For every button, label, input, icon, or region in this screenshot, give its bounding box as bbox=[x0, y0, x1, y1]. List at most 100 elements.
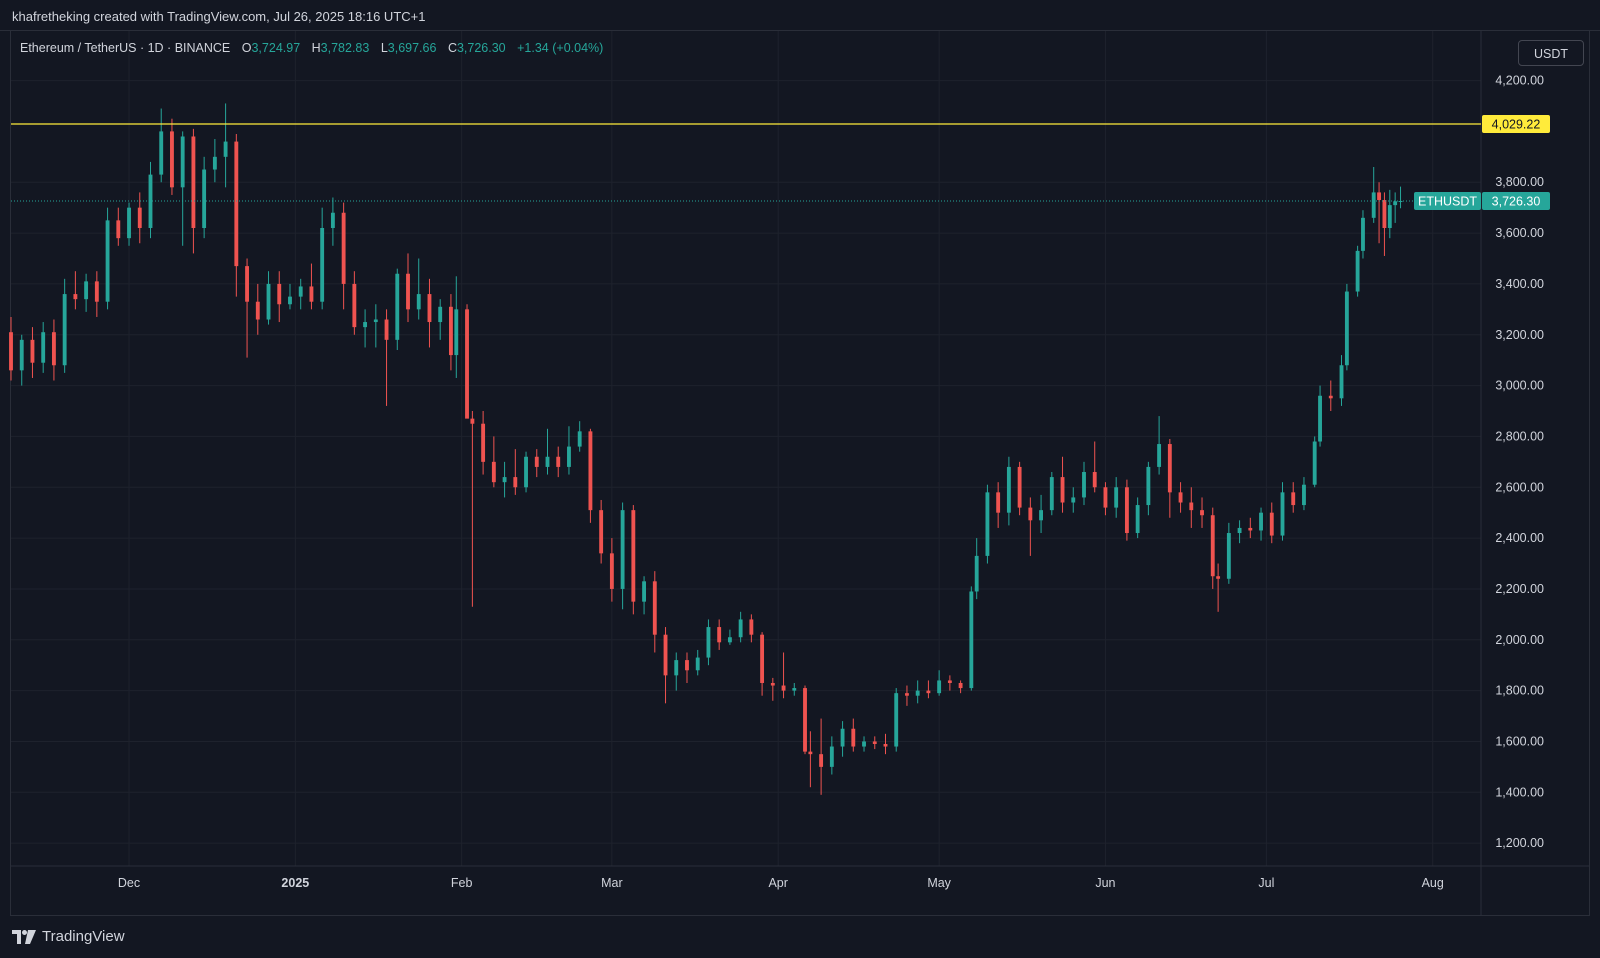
candle-body[interactable] bbox=[454, 309, 459, 356]
candle-body[interactable] bbox=[491, 461, 496, 483]
candle-body[interactable] bbox=[1082, 472, 1086, 498]
candle-body[interactable] bbox=[1114, 487, 1119, 508]
candle-body[interactable] bbox=[642, 581, 646, 602]
candle-body[interactable] bbox=[137, 207, 142, 228]
candle-body[interactable] bbox=[384, 319, 389, 340]
candle-body[interactable] bbox=[330, 212, 335, 228]
candle-body[interactable] bbox=[567, 446, 571, 467]
candle-body[interactable] bbox=[1124, 487, 1129, 534]
candle-body[interactable] bbox=[631, 510, 636, 602]
candle-body[interactable] bbox=[170, 131, 174, 188]
candle-body[interactable] bbox=[105, 220, 110, 302]
candle-body[interactable] bbox=[1248, 527, 1253, 531]
candle-body[interactable] bbox=[1312, 441, 1317, 485]
candle-body[interactable] bbox=[1355, 250, 1360, 292]
candle-body[interactable] bbox=[947, 680, 952, 683]
candle-body[interactable] bbox=[862, 741, 866, 747]
candle-body[interactable] bbox=[148, 174, 153, 228]
candle-body[interactable] bbox=[245, 266, 249, 302]
candle-body[interactable] bbox=[599, 510, 604, 554]
candle-body[interactable] bbox=[609, 553, 614, 589]
candle-body[interactable] bbox=[277, 283, 282, 305]
candle-body[interactable] bbox=[1146, 466, 1151, 506]
candle-body[interactable] bbox=[1344, 291, 1349, 366]
candle-body[interactable] bbox=[73, 294, 78, 300]
candle-body[interactable] bbox=[1071, 497, 1076, 503]
candle-body[interactable] bbox=[309, 286, 314, 302]
candle-body[interactable] bbox=[524, 456, 528, 488]
candle-body[interactable] bbox=[792, 688, 797, 691]
candle-body[interactable] bbox=[588, 431, 593, 511]
candle-body[interactable] bbox=[1167, 444, 1172, 493]
candle-body[interactable] bbox=[808, 751, 813, 755]
currency-button[interactable]: USDT bbox=[1518, 40, 1584, 66]
candle-body[interactable] bbox=[1280, 492, 1285, 536]
candle-body[interactable] bbox=[373, 319, 378, 323]
candle-body[interactable] bbox=[534, 456, 539, 467]
candle-body[interactable] bbox=[620, 510, 625, 589]
candle-body[interactable] bbox=[1200, 510, 1204, 516]
candle-body[interactable] bbox=[969, 591, 974, 689]
candle-body[interactable] bbox=[727, 637, 732, 643]
candle-body[interactable] bbox=[1189, 502, 1194, 511]
candle-body[interactable] bbox=[738, 619, 743, 638]
candle-body[interactable] bbox=[62, 294, 67, 366]
candle-body[interactable] bbox=[819, 754, 824, 767]
candle-body[interactable] bbox=[1382, 200, 1387, 228]
candle-body[interactable] bbox=[180, 136, 185, 188]
candle-body[interactable] bbox=[1237, 527, 1242, 534]
candle-body[interactable] bbox=[223, 141, 228, 157]
candle-body[interactable] bbox=[905, 693, 909, 696]
candle-body[interactable] bbox=[674, 660, 679, 676]
candle-body[interactable] bbox=[577, 431, 582, 447]
candle-body[interactable] bbox=[1135, 505, 1140, 534]
candle-body[interactable] bbox=[1361, 217, 1365, 251]
candle-body[interactable] bbox=[19, 339, 24, 371]
tradingview-logo[interactable]: TradingView bbox=[12, 928, 125, 945]
candle-body[interactable] bbox=[406, 273, 410, 310]
candle-body[interactable] bbox=[94, 281, 99, 302]
candle-body[interactable] bbox=[41, 332, 46, 363]
candle-body[interactable] bbox=[937, 680, 942, 694]
candle-body[interactable] bbox=[926, 690, 931, 694]
candle-body[interactable] bbox=[1049, 477, 1054, 511]
candle-body[interactable] bbox=[298, 286, 303, 297]
candle-body[interactable] bbox=[652, 581, 657, 635]
candle-body[interactable] bbox=[341, 212, 346, 284]
candle-body[interactable] bbox=[116, 220, 121, 239]
candle-body[interactable] bbox=[1028, 507, 1033, 521]
candle-body[interactable] bbox=[1339, 365, 1344, 399]
candle-body[interactable] bbox=[363, 322, 368, 328]
candle-body[interactable] bbox=[159, 131, 164, 175]
candle-body[interactable] bbox=[996, 492, 1001, 513]
candle-body[interactable] bbox=[416, 294, 421, 310]
candle-body[interactable] bbox=[427, 294, 432, 323]
candle-body[interactable] bbox=[556, 456, 561, 467]
candle-body[interactable] bbox=[894, 693, 899, 747]
candlestick-chart[interactable]: 1,200.00 1,400.00 1,600.00 1,800.00 2,000.00… bbox=[0, 0, 1600, 918]
candle-body[interactable] bbox=[1210, 515, 1215, 577]
candle-body[interactable] bbox=[974, 555, 979, 592]
candle-body[interactable] bbox=[1039, 510, 1044, 521]
candle-body[interactable] bbox=[1328, 395, 1333, 399]
candle-body[interactable] bbox=[266, 283, 271, 320]
candle-body[interactable] bbox=[352, 283, 357, 328]
candle-body[interactable] bbox=[9, 332, 13, 371]
candle-body[interactable] bbox=[1291, 492, 1296, 506]
candle-body[interactable] bbox=[985, 492, 990, 556]
candle-body[interactable] bbox=[1387, 205, 1392, 228]
candle-body[interactable] bbox=[448, 306, 453, 356]
candle-body[interactable] bbox=[770, 682, 775, 686]
candle-body[interactable] bbox=[255, 301, 260, 320]
candle-body[interactable] bbox=[212, 156, 217, 170]
candle-body[interactable] bbox=[545, 456, 550, 467]
candle-body[interactable] bbox=[1393, 201, 1398, 206]
candle-body[interactable] bbox=[760, 634, 765, 683]
candle-body[interactable] bbox=[781, 685, 786, 691]
candle-body[interactable] bbox=[717, 627, 722, 643]
candle-body[interactable] bbox=[30, 339, 35, 363]
candle-body[interactable] bbox=[288, 296, 292, 305]
candle-body[interactable] bbox=[395, 273, 400, 340]
candle-body[interactable] bbox=[663, 634, 668, 676]
candle-body[interactable] bbox=[513, 477, 518, 488]
